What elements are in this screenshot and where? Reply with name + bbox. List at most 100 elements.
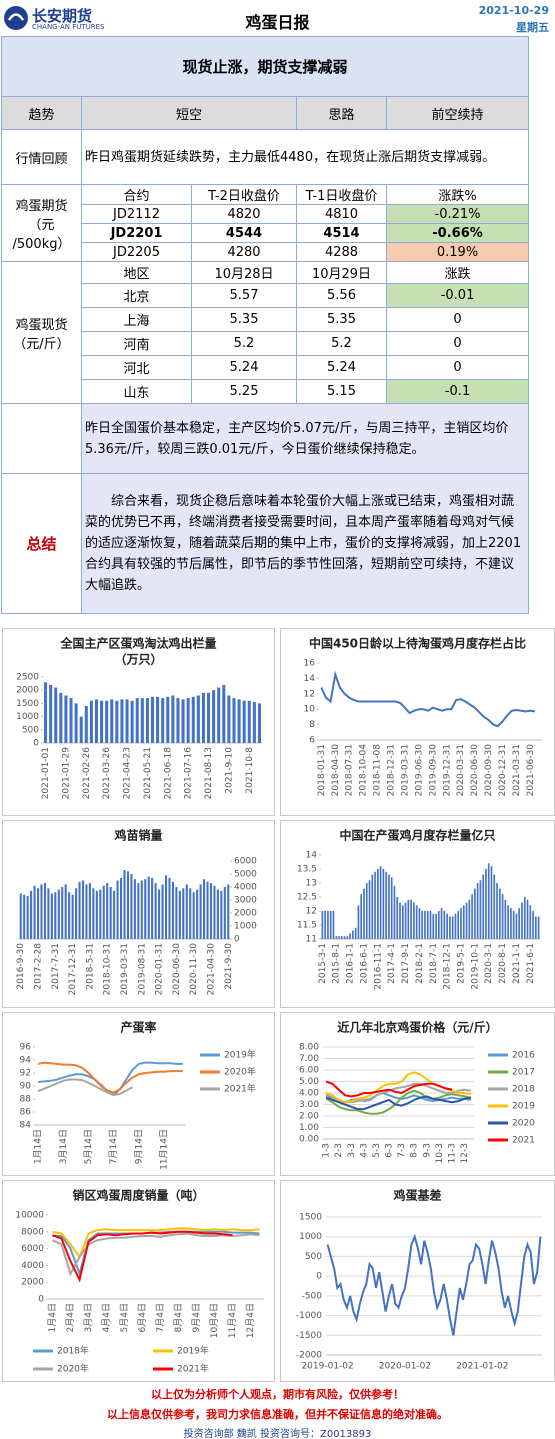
y-tick-label: 3000 [234, 896, 257, 906]
bar [418, 908, 421, 939]
line [52, 1227, 260, 1260]
bar [385, 871, 387, 939]
bar [40, 884, 43, 939]
bar [100, 700, 104, 743]
x-tick-label: 2-3 [334, 1143, 344, 1158]
bar [382, 869, 385, 939]
x-tick-label: 2018-10-31 [103, 943, 113, 995]
x-tick-label: 2015-3-1 [318, 943, 328, 984]
legend-label: 2020年 [224, 1066, 256, 1078]
y-tick-label: -1500 [296, 1331, 322, 1341]
x-tick-label: 2019-01-02 [301, 1362, 353, 1372]
bar [47, 888, 50, 939]
y-tick-label: 8.00 [299, 1043, 319, 1053]
y-tick-label: 8 [309, 720, 315, 730]
x-tick-label: 2021-01-01 [41, 747, 51, 799]
bar [523, 897, 526, 939]
x-tick-label: 6-3 [385, 1143, 395, 1158]
x-tick-label: 3-3 [347, 1143, 357, 1158]
bar [140, 698, 144, 743]
bar [54, 892, 57, 939]
x-tick-label: 2018-5-31 [85, 943, 95, 990]
legend-label: 2018 [512, 1085, 535, 1095]
spot-label: 鸡蛋现货 （元/斤） [1, 261, 82, 404]
line [37, 1078, 133, 1097]
table-cell: 山东 [81, 379, 192, 404]
bar [457, 911, 460, 939]
bar [176, 698, 180, 743]
table-cell: 河南 [81, 331, 192, 356]
bar [151, 877, 154, 939]
bar [526, 899, 529, 939]
bar [343, 936, 346, 939]
bar [147, 876, 150, 939]
bar [199, 884, 202, 939]
bar [396, 897, 399, 939]
x-tick-label: 2017-12-31 [68, 943, 78, 995]
chart-title: 中国450日龄以上待淘蛋鸡月度存栏占比 [309, 636, 526, 651]
table-cell: -0.01 [385, 283, 530, 308]
chart: 产蛋率 84 86 88 90 92 94 96 1月14日 3月14日 5月14日 7月14日 9月1… [2, 1012, 275, 1176]
bar [79, 716, 83, 743]
bar [393, 885, 396, 939]
x-tick-label: 5月4日 [119, 1303, 130, 1332]
bar [227, 884, 230, 939]
bar [109, 887, 112, 939]
bar [81, 880, 85, 939]
bar [329, 911, 332, 939]
y-tick-label: -500 [302, 1291, 323, 1301]
table-cell: 4810 [296, 204, 387, 224]
futures-label: 鸡蛋期货 （元/500kg） [1, 184, 82, 262]
weekday: 星期五 [516, 21, 549, 34]
x-tick-label: 8月4日 [173, 1303, 184, 1332]
x-tick-label: 2021-06-30 [526, 744, 536, 797]
bar [74, 703, 78, 743]
bar [133, 879, 136, 939]
x-tick-label: 11-3 [447, 1143, 457, 1163]
bar [352, 930, 354, 939]
y-tick-label: 8000 [21, 1227, 44, 1237]
col-header: T-2日收盘价 [191, 184, 297, 205]
bar [321, 911, 324, 939]
x-tick-label: 3月14日 [58, 1129, 69, 1164]
x-tick-label: 7月14日 [108, 1129, 119, 1164]
col-header: T-1日收盘价 [296, 184, 387, 205]
bar [120, 877, 123, 939]
legend-label: 2016 [512, 1051, 535, 1061]
x-tick-label: 2020-12-31 [498, 744, 508, 796]
bar [140, 880, 143, 939]
legend-label: 2020 [512, 1119, 535, 1129]
table-cell: -0.21% [385, 204, 530, 224]
x-tick-label: 2021-04-23 [123, 747, 133, 799]
x-tick-label: 1-3 [322, 1143, 332, 1158]
x-tick-label: 2019-03-31 [120, 943, 130, 995]
y-tick-label: 88 [20, 1095, 32, 1105]
y-tick-label: 1000 [16, 712, 39, 722]
chart-subtitle: （万只） [114, 652, 162, 667]
chart: 中国450日龄以上待淘蛋鸡月度存栏占比 6 8 10 12 14 16 2018-01-31 2… [280, 628, 555, 816]
x-tick-label: 2020-01-31 [155, 943, 165, 995]
x-tick-label: 2020-8-1 [498, 943, 508, 984]
bar [182, 888, 185, 939]
bar [252, 702, 256, 743]
label-line: （元 [28, 217, 55, 233]
disclaimer: 以上仅为分析师个人观点，期市有风险，仅供参考！ [151, 1388, 404, 1401]
x-tick-label: 2018-11-08 [373, 744, 383, 797]
col-header: 地区 [81, 261, 192, 284]
x-tick-label: 2017-7-31 [51, 943, 61, 990]
review-label: 行情回顾 [1, 129, 82, 185]
y-tick-label: 13.5 [297, 865, 317, 875]
bar [49, 684, 53, 743]
bar [191, 696, 195, 743]
bar [33, 885, 36, 939]
chart: 中国在产蛋鸡月度存栏量亿只 11 11.5 12 12.5 13 13.5 14 2015-3-… [280, 820, 555, 1008]
bar [144, 879, 147, 939]
bar [465, 902, 468, 939]
x-tick-label: 2020-09-30 [484, 744, 494, 797]
bar [510, 908, 512, 939]
chart: 全国主产区蛋鸡淘汰鸡出栏量（万只） 0 500 1000 1500 2000 2500 202… [2, 628, 275, 816]
x-tick-label: 2020-03-31 [456, 744, 466, 796]
y-tick-label: 2000 [234, 909, 257, 919]
bar [468, 899, 471, 939]
line [37, 1061, 183, 1097]
